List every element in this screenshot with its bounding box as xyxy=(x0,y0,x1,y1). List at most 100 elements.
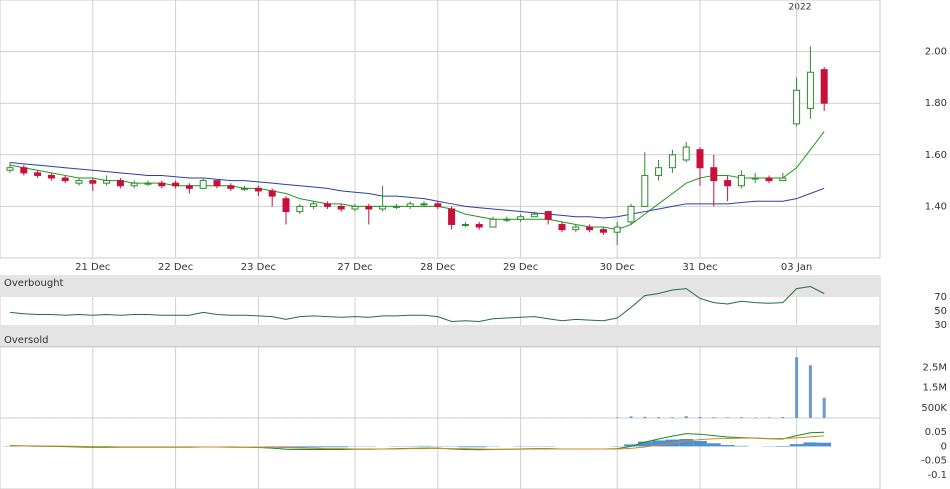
x-tick-label: 22 Dec xyxy=(158,262,193,273)
candle-body xyxy=(158,182,166,187)
y-tick-label: 1.60 xyxy=(925,150,947,161)
candle-body xyxy=(475,223,483,228)
macd-histogram xyxy=(306,446,321,448)
volume-panel xyxy=(0,346,881,419)
rsi-line xyxy=(9,285,825,323)
macd-histogram xyxy=(789,444,804,447)
x-tick-label: 23 Dec xyxy=(241,262,276,273)
macd-histogram xyxy=(320,446,335,448)
zone-label: Overbought xyxy=(4,278,64,289)
macd-histogram xyxy=(803,442,818,447)
macd-histogram xyxy=(458,446,473,448)
candle-body xyxy=(89,180,97,184)
candle-body xyxy=(6,167,14,171)
y-tick-label: 50 xyxy=(934,306,947,317)
candle-body xyxy=(337,205,345,210)
x-tick-label: 31 Dec xyxy=(682,262,717,273)
macd-histogram xyxy=(472,446,487,448)
candle-body xyxy=(406,203,414,207)
y-tick-label: -0.1 xyxy=(927,470,947,481)
x-tick-label: 21 Dec xyxy=(75,262,110,273)
volume-bar xyxy=(643,416,647,418)
candle-body xyxy=(558,223,566,231)
candle-body xyxy=(682,146,690,161)
macd-histogram xyxy=(624,444,638,447)
volume-bar xyxy=(657,416,661,418)
candle-body xyxy=(379,205,387,210)
macd-panel xyxy=(0,417,881,489)
candle-body xyxy=(61,177,69,182)
candle-body xyxy=(599,229,607,233)
candle-body xyxy=(530,213,538,218)
volume-bar xyxy=(615,417,619,418)
macd-histogram xyxy=(292,446,307,448)
candle-body xyxy=(517,216,525,220)
macd-histogram xyxy=(706,443,721,447)
x-tick-label: 30 Dec xyxy=(600,262,635,273)
candle-body xyxy=(420,203,428,206)
macd-histogram xyxy=(651,440,666,447)
macd-histogram xyxy=(334,446,349,448)
macd-histogram xyxy=(637,441,652,447)
candle-body xyxy=(779,177,787,182)
y-tick-label: 1.40 xyxy=(925,201,947,212)
candle-body xyxy=(765,177,773,182)
y-tick-label: 30 xyxy=(934,320,947,331)
candle-body xyxy=(489,218,497,228)
y-tick-label: 1.5M xyxy=(922,383,947,394)
candle-body xyxy=(710,167,718,182)
y-tick-label: 0.05 xyxy=(925,427,947,438)
candle-body xyxy=(213,180,221,187)
volume-bar xyxy=(670,417,674,418)
candle-body xyxy=(641,174,649,207)
candle-body xyxy=(34,172,42,176)
candle-body xyxy=(572,226,580,231)
macd-histogram xyxy=(817,442,832,447)
macd-histogram xyxy=(417,445,431,447)
x-tick-label: 28 Dec xyxy=(420,262,455,273)
candle-body xyxy=(47,174,55,179)
moving-average xyxy=(9,162,825,219)
candle-body xyxy=(793,89,801,125)
x-tick-label: 27 Dec xyxy=(337,262,372,273)
y-tick-label: -0.05 xyxy=(921,456,947,467)
macd-histogram xyxy=(734,445,749,447)
candle-body xyxy=(434,203,442,207)
macd-histogram xyxy=(720,444,735,447)
candle-body xyxy=(254,187,262,192)
volume-bar xyxy=(684,416,688,418)
candle-body xyxy=(20,167,28,174)
x-tick-label: 29 Dec xyxy=(503,262,538,273)
candle-body xyxy=(103,180,111,184)
volume-bar xyxy=(629,416,633,418)
volume-bar xyxy=(753,417,757,418)
candle-body xyxy=(544,211,552,220)
candle-body xyxy=(806,71,814,109)
volume-bar xyxy=(808,365,812,418)
volume-bar xyxy=(822,397,826,418)
macd-histogram xyxy=(775,446,790,447)
candle-body xyxy=(503,218,511,221)
candle-body xyxy=(655,167,663,176)
volume-bar xyxy=(726,417,730,418)
volume-bar xyxy=(739,417,743,418)
zone-band xyxy=(0,276,880,297)
candle-body xyxy=(310,203,318,207)
candle-body xyxy=(627,205,635,223)
candle-body xyxy=(199,180,207,189)
candle-body xyxy=(365,205,373,210)
candle-body xyxy=(586,226,594,231)
candle-body xyxy=(737,174,745,187)
volume-bar xyxy=(781,416,785,418)
y-tick-label: 70 xyxy=(934,292,947,303)
y-tick-label: 1.80 xyxy=(925,98,947,109)
volume-bar xyxy=(698,416,702,418)
candle-body xyxy=(820,69,828,104)
candle-body xyxy=(696,149,704,169)
candle-body xyxy=(268,190,276,197)
candle-body xyxy=(668,154,676,169)
candle-body xyxy=(116,180,124,187)
candle-body xyxy=(323,203,331,207)
zone-label: Oversold xyxy=(4,335,49,346)
